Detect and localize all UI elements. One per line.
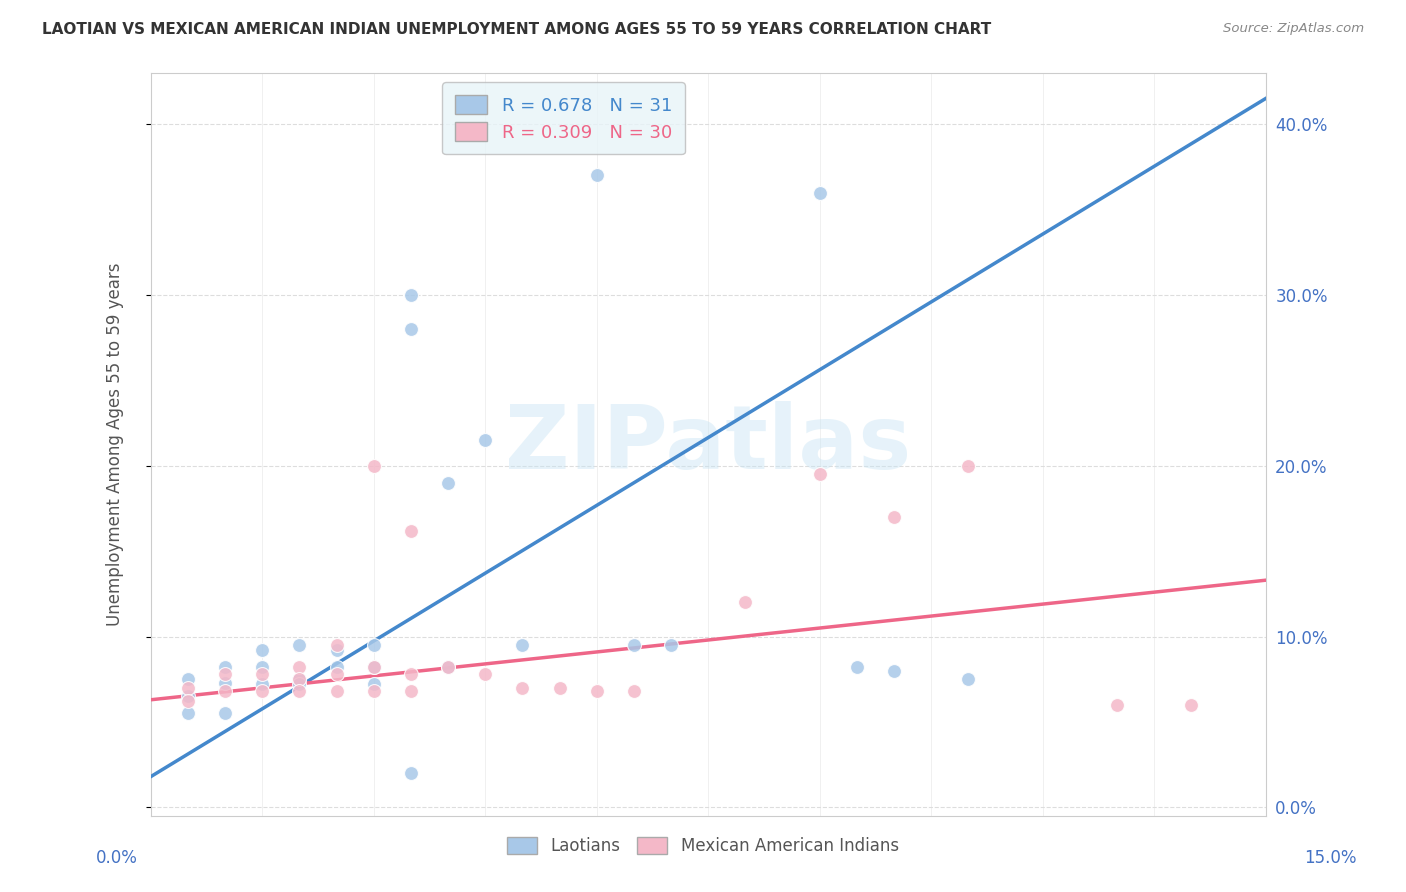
Text: ZIPatlas: ZIPatlas [505,401,911,488]
Point [585,684,607,698]
Point [399,684,422,698]
Point [623,638,645,652]
Point [288,673,311,687]
Point [883,664,905,678]
Text: 0.0%: 0.0% [96,849,138,867]
Point [214,660,236,674]
Point [474,667,496,681]
Point [623,684,645,698]
Point [883,510,905,524]
Point [325,660,347,674]
Point [585,169,607,183]
Point [177,690,200,704]
Point [214,706,236,721]
Point [288,638,311,652]
Point [363,660,385,674]
Point [325,684,347,698]
Point [659,638,682,652]
Point [734,595,756,609]
Point [437,475,460,490]
Y-axis label: Unemployment Among Ages 55 to 59 years: Unemployment Among Ages 55 to 59 years [107,263,124,626]
Point [214,675,236,690]
Point [437,660,460,674]
Point [399,288,422,302]
Point [363,684,385,698]
Point [288,673,311,687]
Point [845,660,868,674]
Point [288,677,311,691]
Point [957,673,980,687]
Point [252,677,274,691]
Point [1180,698,1202,712]
Point [512,638,534,652]
Text: 15.0%: 15.0% [1305,849,1357,867]
Point [252,684,274,698]
Point [325,667,347,681]
Legend: R = 0.678   N = 31, R = 0.309   N = 30: R = 0.678 N = 31, R = 0.309 N = 30 [441,82,685,154]
Point [177,681,200,695]
Point [288,684,311,698]
Point [363,677,385,691]
Point [808,186,831,200]
Legend: Laotians, Mexican American Indians: Laotians, Mexican American Indians [501,830,905,862]
Point [808,467,831,482]
Point [437,660,460,674]
Point [512,681,534,695]
Point [363,458,385,473]
Point [214,684,236,698]
Point [399,322,422,336]
Point [177,706,200,721]
Point [325,643,347,657]
Point [252,660,274,674]
Point [474,433,496,447]
Point [288,660,311,674]
Text: Source: ZipAtlas.com: Source: ZipAtlas.com [1223,22,1364,36]
Point [363,638,385,652]
Point [363,660,385,674]
Point [399,766,422,780]
Point [177,694,200,708]
Point [252,667,274,681]
Point [214,667,236,681]
Point [548,681,571,695]
Point [399,667,422,681]
Point [177,673,200,687]
Point [1105,698,1128,712]
Text: LAOTIAN VS MEXICAN AMERICAN INDIAN UNEMPLOYMENT AMONG AGES 55 TO 59 YEARS CORREL: LAOTIAN VS MEXICAN AMERICAN INDIAN UNEMP… [42,22,991,37]
Point [957,458,980,473]
Point [252,643,274,657]
Point [399,524,422,538]
Point [325,638,347,652]
